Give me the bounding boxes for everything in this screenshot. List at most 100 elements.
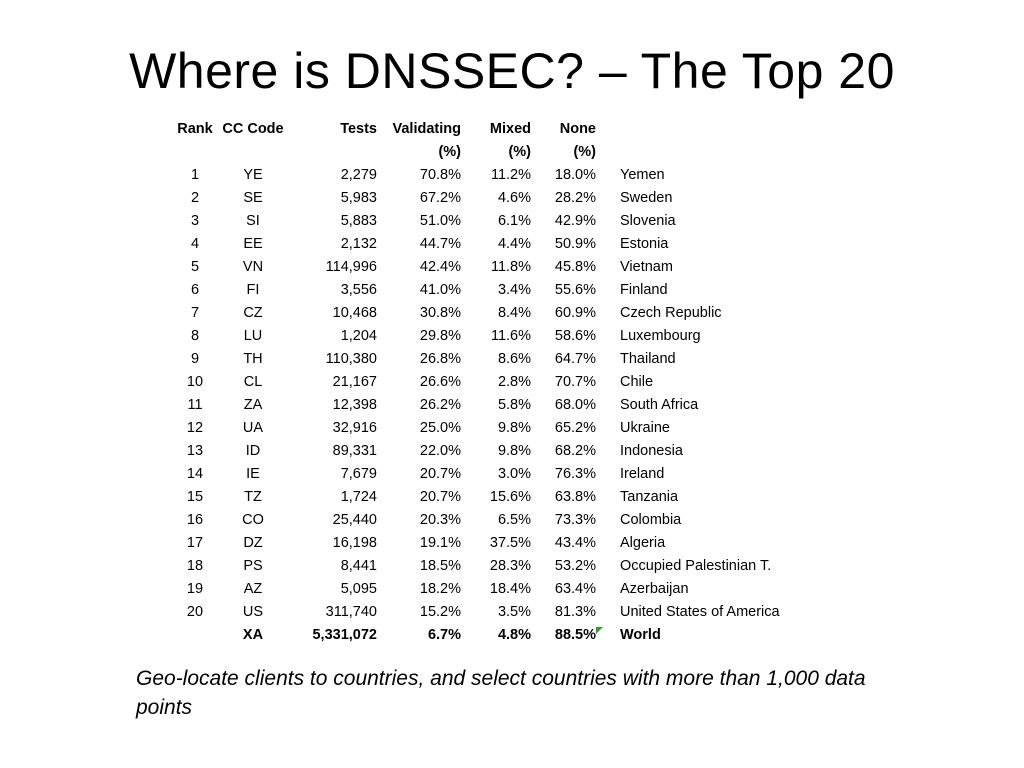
cell-none: 81.3% xyxy=(554,604,596,620)
cell-country: Tanzania xyxy=(620,489,679,505)
cell-none: 50.9% xyxy=(554,236,596,252)
cell-cc: FI xyxy=(246,282,260,298)
cell-rank: 19 xyxy=(186,581,204,597)
cell-validating: 18.2% xyxy=(419,581,461,597)
cell-mixed: 3.0% xyxy=(497,466,531,482)
table-row: 2 SE 5,983 67.2% 4.6% 28.2% Sweden xyxy=(172,187,780,210)
cell-cc: SI xyxy=(246,213,260,229)
cell-mixed: 11.8% xyxy=(490,259,531,275)
cell-mixed: 9.8% xyxy=(497,420,531,436)
cell-none: 70.7% xyxy=(554,374,596,390)
cell-country: Finland xyxy=(620,282,668,298)
cell-none: 60.9% xyxy=(554,305,596,321)
cell-mixed: 11.2% xyxy=(490,167,531,183)
cell-tests: 12,398 xyxy=(332,397,377,413)
cell-country: Slovenia xyxy=(620,213,676,229)
cell-none: 58.6% xyxy=(554,328,596,344)
cell-cc: DZ xyxy=(243,535,263,551)
cell-country: Vietnam xyxy=(620,259,673,275)
cell-cc: UA xyxy=(242,420,264,436)
cell-rank: 16 xyxy=(186,512,204,528)
cell-validating: 41.0% xyxy=(419,282,461,298)
cell-cc: EE xyxy=(243,236,263,252)
cell-none: 53.2% xyxy=(554,558,596,574)
cell-cc: AZ xyxy=(243,581,263,597)
cell-tests: 5,095 xyxy=(340,581,377,597)
cell-cc: US xyxy=(242,604,264,620)
table-row: 18 PS 8,441 18.5% 28.3% 53.2% Occupied Palesti… xyxy=(172,555,780,578)
cell-tests: 311,740 xyxy=(325,604,377,620)
cell-rank: 15 xyxy=(186,489,204,505)
cell-country: Ukraine xyxy=(620,420,670,436)
cell-tests: 1,204 xyxy=(340,328,377,344)
cell-validating: 29.8% xyxy=(419,328,461,344)
cell-tests: 5,331,072 xyxy=(312,627,377,643)
cell-tests: 1,724 xyxy=(340,489,377,505)
cell-validating: 26.6% xyxy=(419,374,461,390)
cell-validating: 30.8% xyxy=(419,305,461,321)
cell-mixed: 4.8% xyxy=(497,627,531,643)
cell-tests: 5,983 xyxy=(340,190,377,206)
cell-country: Yemen xyxy=(620,167,665,183)
cell-none: 73.3% xyxy=(554,512,596,528)
cell-mixed: 2.8% xyxy=(497,374,531,390)
cell-rank: 13 xyxy=(186,443,204,459)
header-validating: Validating xyxy=(392,121,462,137)
cell-corner-marker-icon xyxy=(596,627,603,634)
cell-rank: 10 xyxy=(186,374,204,390)
header-cc-code: CC Code xyxy=(222,121,284,137)
cell-none: 68.2% xyxy=(554,443,596,459)
header-mixed: Mixed xyxy=(489,121,531,137)
cell-validating: 22.0% xyxy=(419,443,461,459)
cell-cc: IE xyxy=(246,466,260,482)
cell-country: World xyxy=(620,627,661,643)
cell-country: Ireland xyxy=(620,466,665,482)
cell-validating: 19.1% xyxy=(419,535,461,551)
cell-rank xyxy=(172,624,218,647)
cell-cc: CO xyxy=(242,512,264,528)
slide-title: Where is DNSSEC? – The Top 20 xyxy=(129,43,895,99)
cell-cc: YE xyxy=(243,167,263,183)
cell-validating: 51.0% xyxy=(419,213,461,229)
cell-country: United States of America xyxy=(620,604,780,620)
cell-tests: 25,440 xyxy=(332,512,377,528)
table-row: 14 IE 7,679 20.7% 3.0% 76.3% Ireland xyxy=(172,463,780,486)
cell-validating: 15.2% xyxy=(419,604,461,620)
cell-tests: 89,331 xyxy=(332,443,377,459)
cell-tests: 16,198 xyxy=(332,535,377,551)
cell-country: Algeria xyxy=(620,535,666,551)
cell-cc: VN xyxy=(242,259,264,275)
table-row: 1 YE 2,279 70.8% 11.2% 18.0% Yemen xyxy=(172,164,780,187)
table-subheader-row: (%) (%) (%) xyxy=(172,141,780,164)
cell-cc: CL xyxy=(243,374,263,390)
header-none-unit: (%) xyxy=(573,144,596,160)
table-row: 10 CL 21,167 26.6% 2.8% 70.7% Chile xyxy=(172,371,780,394)
footnote: Geo-locate clients to countries, and sel… xyxy=(136,667,866,719)
cell-none: 42.9% xyxy=(554,213,596,229)
cell-mixed: 18.4% xyxy=(489,581,531,597)
cell-mixed: 4.6% xyxy=(497,190,531,206)
cell-rank: 11 xyxy=(187,397,203,413)
cell-mixed: 37.5% xyxy=(489,535,531,551)
table-body: 1 YE 2,279 70.8% 11.2% 18.0% Yemen 2 SE 5,983 67.2… xyxy=(172,164,780,624)
cell-mixed: 6.1% xyxy=(497,213,531,229)
header-rank: Rank xyxy=(177,121,213,137)
dnssec-table: Rank CC Code Tests Validating Mixed None… xyxy=(172,118,780,647)
cell-none: 63.8% xyxy=(554,489,596,505)
cell-rank: 7 xyxy=(190,305,200,321)
table-row: 12 UA 32,916 25.0% 9.8% 65.2% Ukraine xyxy=(172,417,780,440)
cell-tests: 7,679 xyxy=(340,466,377,482)
table-row: 8 LU 1,204 29.8% 11.6% 58.6% Luxembourg xyxy=(172,325,780,348)
table-row: 19 AZ 5,095 18.2% 18.4% 63.4% Azerbaijan xyxy=(172,578,780,601)
cell-validating: 44.7% xyxy=(419,236,461,252)
cell-validating: 25.0% xyxy=(419,420,461,436)
header-none: None xyxy=(559,121,596,137)
cell-mixed: 15.6% xyxy=(489,489,531,505)
cell-country: Sweden xyxy=(620,190,673,206)
cell-tests: 110,380 xyxy=(325,351,377,367)
table-row: 17 DZ 16,198 19.1% 37.5% 43.4% Algeria xyxy=(172,532,780,555)
table-row: 16 CO 25,440 20.3% 6.5% 73.3% Colombia xyxy=(172,509,780,532)
cell-mixed: 28.3% xyxy=(489,558,531,574)
cell-tests: 32,916 xyxy=(332,420,377,436)
